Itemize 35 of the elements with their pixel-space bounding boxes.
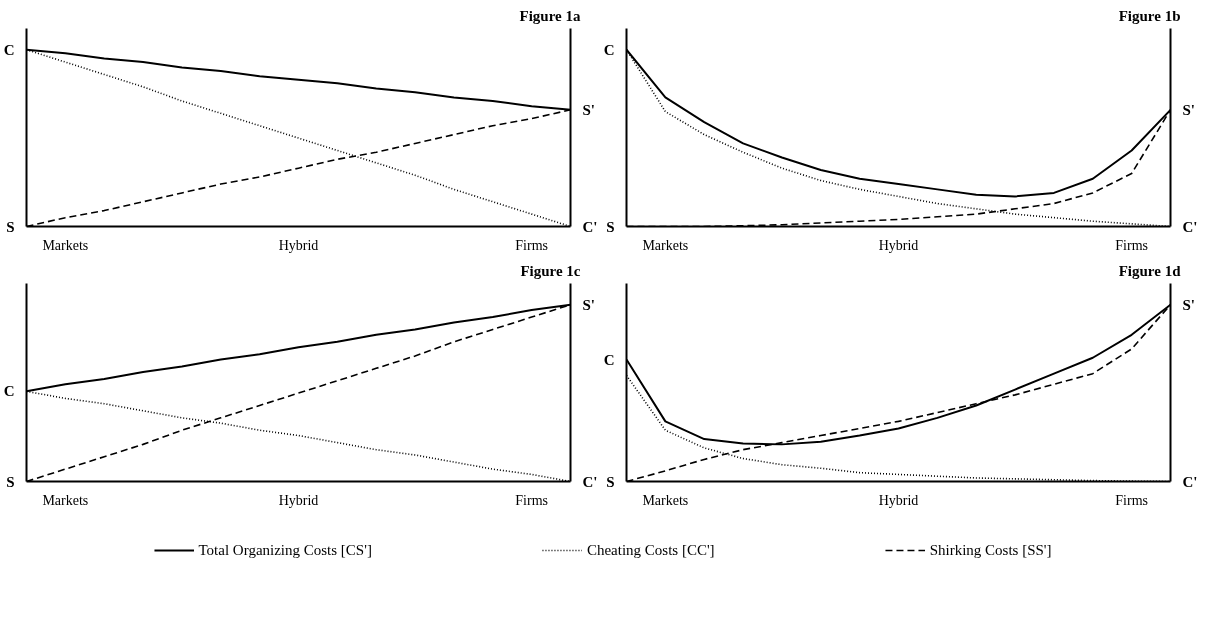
x-tick-label: Hybrid (878, 237, 919, 253)
text: C' (582, 473, 598, 490)
chart-title: Figure 1d (1118, 262, 1182, 279)
x-tick-label: Firms (515, 492, 548, 508)
text: C' (1182, 473, 1198, 490)
text: S (606, 218, 615, 235)
x-tick-label: Firms (1115, 492, 1148, 508)
chart-title: Figure 1a (519, 7, 581, 24)
text: S' (1182, 101, 1196, 118)
text: S' (1182, 296, 1196, 313)
text: C (3, 41, 15, 58)
legend-label: Total Organizing Costs [CS'] (198, 541, 372, 559)
legend-label: Shirking Costs [SS'] (929, 541, 1052, 559)
legend-label: Cheating Costs [CC'] (586, 541, 715, 559)
x-tick-label: Hybrid (878, 492, 919, 508)
chart-title: Figure 1b (1118, 7, 1181, 24)
text: S (6, 473, 15, 490)
text: C' (582, 218, 598, 235)
x-tick-label: Markets (642, 237, 689, 253)
chart-title: Figure 1c (520, 262, 581, 279)
x-tick-label: Firms (515, 237, 548, 253)
text: C (3, 383, 15, 400)
x-tick-label: Markets (42, 237, 89, 253)
text: S (606, 473, 615, 490)
text: C (603, 41, 615, 58)
text: S (6, 218, 15, 235)
x-tick-label: Hybrid (278, 492, 319, 508)
text: C (603, 351, 615, 368)
text: S' (582, 296, 596, 313)
x-tick-label: Markets (42, 492, 89, 508)
x-tick-label: Hybrid (278, 237, 319, 253)
x-tick-label: Firms (1115, 237, 1148, 253)
text: C' (1182, 218, 1198, 235)
text: S' (582, 101, 596, 118)
x-tick-label: Markets (642, 492, 689, 508)
